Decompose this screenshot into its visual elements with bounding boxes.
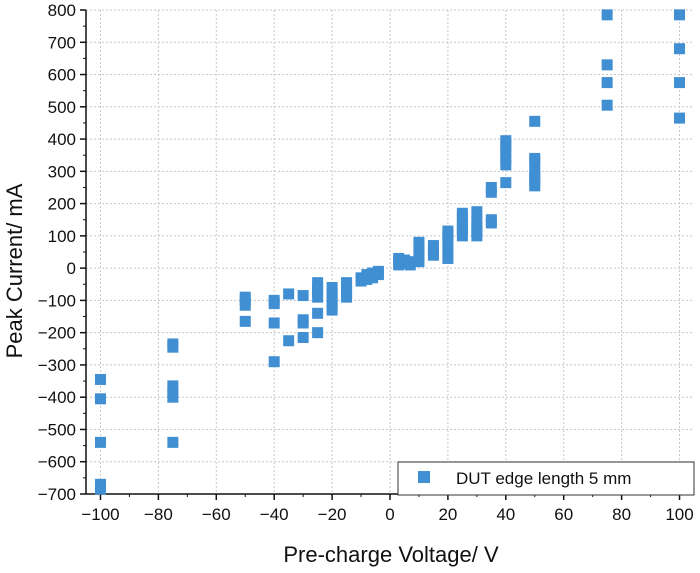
y-tick-label: 700	[48, 33, 76, 52]
y-tick-label: 600	[48, 66, 76, 85]
y-tick-label: 300	[48, 162, 76, 181]
data-point	[94, 483, 106, 495]
legend: DUT edge length 5 mm	[397, 461, 695, 496]
data-point	[297, 317, 309, 329]
data-point	[500, 146, 512, 158]
data-point	[268, 298, 280, 310]
legend-marker	[418, 471, 430, 483]
x-tick-label: 60	[554, 505, 573, 524]
y-tick-label: −700	[38, 485, 76, 504]
data-point	[94, 393, 106, 405]
data-point	[167, 380, 179, 392]
data-point	[326, 304, 338, 316]
data-point	[601, 77, 613, 89]
data-point	[485, 214, 497, 226]
x-tick-label: 80	[612, 505, 631, 524]
data-point	[312, 307, 324, 319]
data-point	[367, 272, 379, 284]
data-point	[167, 391, 179, 403]
data-point	[500, 152, 512, 164]
y-tick-label: 100	[48, 227, 76, 246]
data-point	[529, 115, 541, 127]
data-point	[312, 327, 324, 339]
y-tick-label: 400	[48, 130, 76, 149]
grid-layer	[86, 9, 694, 495]
data-point	[94, 436, 106, 448]
data-point	[500, 159, 512, 171]
legend-label: DUT edge length 5 mm	[456, 469, 631, 488]
x-tick-label: 0	[385, 505, 394, 524]
data-point	[442, 225, 454, 237]
data-point	[355, 275, 367, 287]
data-point	[167, 436, 179, 448]
data-point	[404, 256, 416, 268]
data-point	[372, 269, 384, 281]
y-tick-label: −600	[38, 453, 76, 472]
y-tick-label: −300	[38, 356, 76, 375]
data-point	[393, 252, 405, 264]
data-point	[268, 317, 280, 329]
x-tick-label: −60	[202, 505, 231, 524]
data-points	[94, 9, 686, 495]
data-point	[361, 273, 373, 285]
data-point	[341, 291, 353, 303]
y-tick-label: −200	[38, 324, 76, 343]
data-point	[413, 236, 425, 248]
data-point	[239, 299, 251, 311]
data-point	[601, 99, 613, 111]
data-point	[398, 254, 410, 266]
x-tick-label: 40	[496, 505, 515, 524]
data-point	[312, 291, 324, 303]
x-tick-label: 100	[665, 505, 693, 524]
data-point	[239, 315, 251, 327]
legend-box	[397, 461, 695, 496]
y-tick-label: −400	[38, 388, 76, 407]
x-tick-label: −40	[260, 505, 289, 524]
x-axis-title: Pre-charge Voltage/ V	[283, 542, 499, 567]
data-point	[167, 341, 179, 353]
data-point	[283, 335, 295, 347]
y-tick-label: 0	[67, 259, 76, 278]
x-tick-label: −20	[318, 505, 347, 524]
data-point	[297, 332, 309, 344]
y-tick-label: 200	[48, 195, 76, 214]
data-point	[601, 59, 613, 71]
data-point	[456, 207, 468, 219]
data-point	[94, 373, 106, 385]
y-tick-label: −100	[38, 291, 76, 310]
ticks-layer: −100 −80 −60 −40 −20 0 20 40 60 80 100−700−600−500…	[38, 1, 694, 524]
x-tick-label: −80	[144, 505, 173, 524]
x-tick-label: 20	[438, 505, 457, 524]
x-tick-label: −100	[81, 505, 119, 524]
data-point	[442, 248, 454, 260]
y-tick-label: −500	[38, 420, 76, 439]
data-point	[283, 288, 295, 300]
data-point	[674, 77, 686, 89]
data-point	[297, 290, 309, 302]
data-point	[326, 281, 338, 293]
data-point	[471, 215, 483, 227]
data-point	[485, 181, 497, 193]
data-point	[268, 356, 280, 368]
y-axis-title: Peak Current/ mA	[2, 183, 27, 358]
data-point	[674, 9, 686, 21]
data-point	[601, 9, 613, 21]
y-tick-label: 500	[48, 98, 76, 117]
data-point	[674, 112, 686, 124]
data-point	[471, 206, 483, 218]
data-point	[529, 165, 541, 177]
data-point	[674, 43, 686, 55]
y-tick-label: 800	[48, 1, 76, 20]
data-point	[427, 240, 439, 252]
data-point	[500, 177, 512, 189]
data-point	[500, 135, 512, 147]
data-point	[456, 217, 468, 229]
data-point	[529, 152, 541, 164]
